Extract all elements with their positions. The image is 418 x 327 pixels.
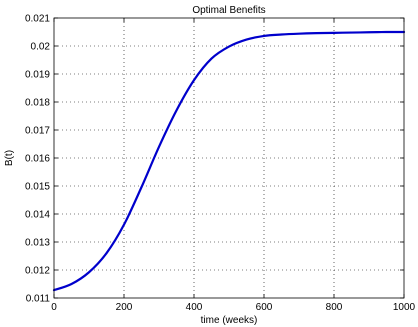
series-layer xyxy=(52,30,406,292)
x-tick-label: 600 xyxy=(256,302,273,313)
x-tick-label: 200 xyxy=(116,302,133,313)
x-tick-label: 1000 xyxy=(393,302,416,313)
grid xyxy=(54,18,404,298)
y-tick-label: 0.017 xyxy=(25,126,50,137)
x-tick-label: 0 xyxy=(51,302,57,313)
ticks: 0 200 400 600 800 1000 0.011 0.012 0.013 0.014 0.0… xyxy=(25,14,416,314)
y-tick-label: 0.016 xyxy=(25,154,50,165)
y-tick-label: 0.015 xyxy=(25,182,50,193)
x-tick-label: 800 xyxy=(326,302,343,313)
x-axis-label: time (weeks) xyxy=(201,315,258,326)
chart-title: Optimal Benefits xyxy=(192,5,265,16)
y-tick-label: 0.013 xyxy=(25,238,50,249)
x-tick-label: 400 xyxy=(186,302,203,313)
y-tick-label: 0.02 xyxy=(31,42,51,53)
y-tick-label: 0.014 xyxy=(25,210,50,221)
series-line-0 xyxy=(52,30,406,292)
y-tick-label: 0.011 xyxy=(26,294,51,305)
y-tick-label: 0.021 xyxy=(25,14,50,25)
y-tick-label: 0.012 xyxy=(25,266,50,277)
y-tick-label: 0.019 xyxy=(25,70,50,81)
y-tick-label: 0.018 xyxy=(25,98,50,109)
y-axis-label: B(t) xyxy=(4,150,15,166)
